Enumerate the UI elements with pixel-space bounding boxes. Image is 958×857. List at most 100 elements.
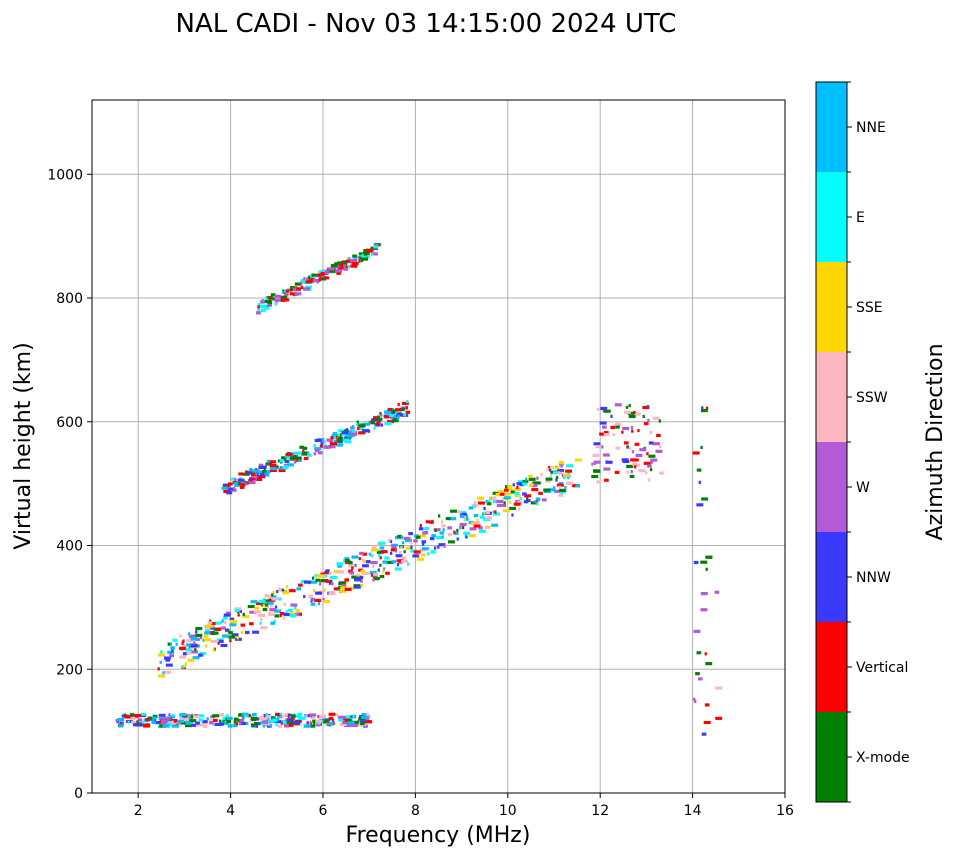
echo-point: [418, 534, 426, 538]
echo-point: [307, 275, 311, 279]
echo-point: [404, 539, 412, 543]
echo-point: [343, 436, 351, 440]
echo-point: [331, 718, 335, 722]
echo-point: [379, 556, 382, 560]
echo-point: [293, 720, 301, 724]
echo-point: [259, 717, 267, 721]
echo-point: [477, 496, 484, 500]
echo-point: [142, 723, 150, 727]
echo-point: [360, 258, 364, 262]
echo-point: [317, 451, 323, 455]
echo-point: [492, 500, 498, 504]
echo-point: [354, 563, 357, 568]
echo-point: [257, 307, 260, 311]
echo-point: [344, 440, 352, 444]
echo-point: [348, 561, 353, 565]
echo-point: [271, 597, 279, 601]
echo-point: [226, 719, 231, 724]
echo-point: [345, 719, 353, 723]
echo-point: [395, 554, 403, 558]
echo-point: [465, 515, 469, 519]
echo-point: [226, 611, 231, 615]
echo-point: [212, 714, 220, 718]
echo-point: [705, 662, 713, 666]
x-axis-label: Frequency (MHz): [346, 823, 531, 848]
echo-point: [344, 587, 352, 591]
echo-point: [236, 636, 239, 640]
echo-point: [186, 639, 194, 643]
echo-point: [222, 634, 230, 638]
echo-point: [456, 537, 459, 541]
echo-point: [362, 251, 370, 256]
echo-point: [258, 463, 264, 467]
echo-point: [141, 721, 145, 725]
echo-point: [239, 485, 245, 489]
echo-point: [358, 426, 364, 430]
echo-point: [463, 531, 471, 535]
echo-point: [384, 415, 390, 419]
echo-point: [258, 475, 266, 479]
echo-point: [190, 646, 195, 650]
echo-point: [303, 594, 306, 599]
echo-point: [431, 519, 434, 523]
echo-point: [473, 501, 477, 505]
echo-point: [310, 580, 318, 584]
echo-point: [350, 432, 358, 436]
echo-point: [502, 509, 510, 513]
echo-point: [119, 724, 124, 728]
chart-title: NAL CADI - Nov 03 14:15:00 2024 UTC: [176, 9, 677, 39]
echo-point: [306, 721, 309, 725]
echo-point: [315, 723, 321, 727]
echo-point: [459, 526, 462, 530]
echo-point: [303, 715, 307, 719]
echo-point: [160, 719, 168, 723]
echo-point: [249, 471, 252, 475]
echo-point: [346, 434, 354, 438]
echo-point: [269, 466, 277, 471]
echo-point: [337, 266, 345, 270]
gridlines: [92, 100, 786, 794]
echo-point: [302, 451, 308, 455]
echo-point: [292, 287, 298, 291]
echo-point: [380, 423, 383, 427]
echo-point: [397, 402, 400, 407]
echo-point: [369, 571, 377, 575]
echo-point: [274, 302, 277, 306]
echo-point: [227, 724, 233, 728]
echo-point: [276, 597, 282, 601]
echo-point: [179, 634, 182, 638]
echo-point: [557, 468, 565, 473]
echo-point: [378, 553, 381, 558]
echo-point: [195, 630, 198, 634]
echo-point: [259, 473, 265, 477]
echo-point: [187, 658, 195, 662]
echo-point: [234, 720, 237, 724]
echo-point: [647, 464, 652, 468]
echo-point: [263, 598, 266, 602]
echo-point: [266, 470, 271, 474]
echo-point: [165, 658, 171, 662]
echo-point: [351, 425, 355, 429]
echo-point: [509, 500, 512, 505]
echo-point: [376, 421, 379, 426]
echo-point: [262, 604, 265, 608]
echo-point: [401, 559, 408, 563]
echo-point: [234, 478, 237, 482]
echo-point: [646, 405, 650, 409]
echo-point: [141, 712, 146, 716]
echo-point: [278, 468, 286, 473]
echo-point: [700, 608, 708, 612]
echo-point: [179, 723, 182, 727]
echo-point: [330, 442, 338, 446]
echo-point: [252, 723, 255, 727]
echo-point: [433, 528, 441, 532]
echo-point: [558, 493, 564, 497]
echo-point: [360, 569, 366, 574]
echo-point: [349, 571, 355, 575]
echo-point: [485, 525, 491, 529]
echo-point: [171, 719, 177, 723]
echo-point: [626, 470, 629, 474]
x-tick-label: 12: [591, 803, 609, 819]
echo-point: [545, 479, 551, 483]
echo-point: [163, 717, 171, 721]
